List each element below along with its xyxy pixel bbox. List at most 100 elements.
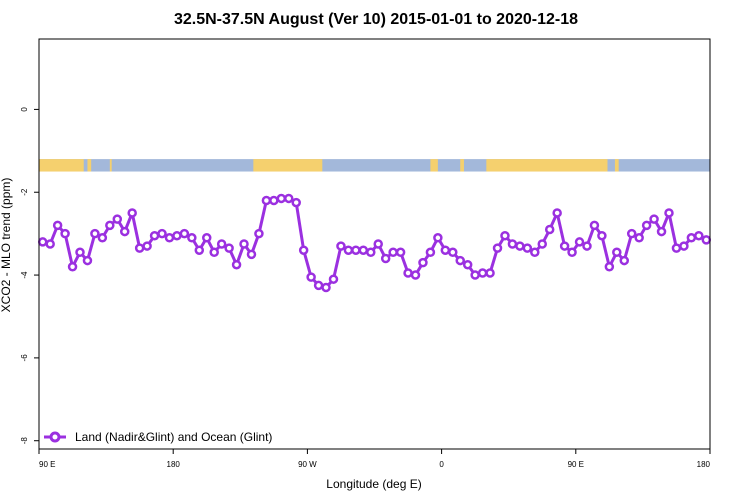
land-segment — [460, 159, 464, 172]
data-point — [261, 195, 272, 206]
data-point — [75, 247, 85, 258]
data-point — [582, 241, 592, 251]
x-axis-label: Longitude (deg E) — [326, 477, 421, 491]
data-point — [351, 245, 361, 255]
data-point — [604, 262, 615, 272]
data-point — [343, 245, 354, 255]
data-point — [373, 239, 383, 249]
data-point — [37, 237, 48, 247]
data-point — [134, 243, 145, 253]
data-point — [97, 233, 108, 243]
y-tick-label: -4 — [20, 271, 29, 279]
x-tick-label: 90 E — [568, 460, 584, 469]
legend-marker — [49, 431, 61, 443]
data-point — [388, 247, 398, 258]
data-point — [492, 243, 503, 253]
data-point — [224, 243, 234, 253]
data-point — [187, 233, 197, 243]
data-point — [52, 220, 63, 231]
data-point — [544, 224, 555, 235]
data-point — [172, 230, 182, 241]
land-segment — [39, 159, 84, 172]
data-point — [328, 274, 339, 284]
data-point — [306, 272, 316, 282]
data-point — [597, 230, 607, 241]
legend: Land (Nadir&Glint) and Ocean (Glint) — [44, 430, 272, 444]
series-layer — [37, 193, 712, 293]
ocean-band — [39, 159, 710, 172]
data-point — [298, 245, 309, 255]
data-point — [589, 220, 600, 231]
data-point — [254, 228, 264, 239]
data-point — [291, 197, 301, 208]
data-point — [567, 247, 577, 258]
data-point — [485, 268, 495, 278]
data-point — [448, 247, 458, 258]
data-point — [507, 239, 518, 249]
data-point — [380, 253, 391, 264]
y-tick-label: 0 — [20, 107, 29, 112]
data-point — [127, 208, 137, 218]
data-point — [574, 237, 585, 247]
data-point — [410, 270, 421, 280]
y-axis-label: XCO2 - MLO trend (ppm) — [0, 178, 13, 313]
data-point — [626, 228, 637, 239]
data-point — [671, 243, 682, 253]
data-point — [649, 214, 659, 224]
data-point — [194, 245, 205, 255]
data-point — [90, 228, 100, 239]
data-point — [142, 241, 152, 251]
data-point — [336, 241, 346, 251]
data-point — [239, 239, 249, 249]
data-point — [105, 220, 115, 231]
data-point — [231, 259, 242, 270]
chart-title: 32.5N-37.5N August (Ver 10) 2015-01-01 t… — [174, 11, 578, 28]
data-point — [157, 228, 167, 239]
data-point — [462, 259, 473, 270]
data-point — [313, 280, 324, 291]
data-point — [358, 245, 369, 255]
data-point — [216, 239, 227, 249]
data-point — [470, 270, 480, 280]
y-tick-label: -2 — [20, 188, 29, 196]
data-point — [522, 243, 533, 253]
plot-frame — [38, 38, 711, 450]
data-point — [284, 193, 294, 204]
data-point — [619, 255, 630, 266]
data-point — [559, 241, 570, 251]
data-point — [664, 208, 674, 218]
data-point — [403, 268, 413, 278]
axis-ticks: 90 E 180 90 W 0 90 E 180 0 -2 -4 -6 -8 — [20, 107, 711, 469]
data-point — [477, 268, 488, 278]
land-segment — [430, 159, 438, 172]
x-tick-label: 90 W — [298, 460, 317, 469]
land-segment — [253, 159, 323, 172]
data-point — [701, 235, 712, 245]
land-segment — [87, 159, 92, 172]
data-point — [694, 230, 704, 241]
data-point — [179, 228, 190, 239]
land-segment — [109, 159, 112, 172]
x-tick-label: 180 — [167, 460, 181, 469]
land-segment — [486, 159, 608, 172]
data-point — [60, 228, 70, 239]
data-point — [82, 255, 93, 266]
x-tick-label: 0 — [439, 460, 444, 469]
data-point — [67, 262, 78, 272]
data-point — [440, 245, 451, 255]
data-point — [45, 239, 55, 249]
land-ocean-strip — [39, 159, 710, 172]
data-point — [537, 239, 547, 249]
data-point — [686, 233, 697, 243]
data-point — [269, 195, 279, 206]
legend-label: Land (Nadir&Glint) and Ocean (Glint) — [75, 430, 272, 444]
data-point — [515, 241, 525, 251]
data-point — [679, 241, 689, 251]
data-point — [656, 226, 667, 237]
y-tick-label: -8 — [20, 437, 29, 445]
data-point — [552, 208, 562, 218]
data-point — [119, 226, 130, 237]
x-tick-label: 180 — [697, 460, 711, 469]
data-point — [641, 220, 652, 231]
